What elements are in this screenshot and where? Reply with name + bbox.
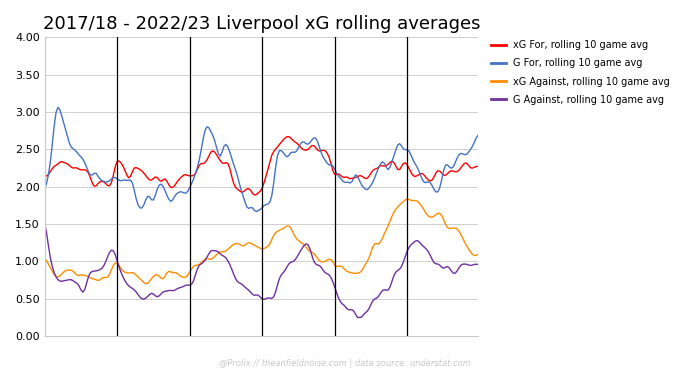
G For, rolling 10 game avg [151,193,159,198]
G For, rolling 10 game avg [415,169,423,173]
xG For, rolling 10 game avg [149,176,157,181]
G Against, rolling 10 game avg [149,292,157,296]
G Against, rolling 10 game avg [151,294,159,298]
G Against, rolling 10 game avg [413,238,421,243]
xG Against, rolling 10 game avg [323,258,331,262]
xG For, rolling 10 game avg [41,174,49,178]
G For, rolling 10 game avg [54,105,62,109]
Line: G For, rolling 10 game avg: G For, rolling 10 game avg [45,107,478,212]
xG Against, rolling 10 game avg [41,256,49,261]
xG For, rolling 10 game avg [250,193,259,197]
G Against, rolling 10 game avg [353,315,362,320]
xG Against, rolling 10 game avg [384,223,393,228]
G Against, rolling 10 game avg [41,221,49,226]
xG Against, rolling 10 game avg [151,273,159,278]
G For, rolling 10 game avg [153,187,161,192]
xG Against, rolling 10 game avg [365,255,373,260]
G For, rolling 10 game avg [325,163,333,167]
G For, rolling 10 game avg [253,209,261,214]
xG For, rolling 10 game avg [415,173,423,177]
xG Against, rolling 10 game avg [474,252,482,257]
xG For, rolling 10 game avg [325,155,333,159]
xG For, rolling 10 game avg [474,164,482,169]
xG Against, rolling 10 game avg [415,200,423,205]
Line: xG Against, rolling 10 game avg: xG Against, rolling 10 game avg [45,199,478,284]
G Against, rolling 10 game avg [365,306,373,311]
G For, rolling 10 game avg [41,186,49,191]
Line: G Against, rolling 10 game avg: G Against, rolling 10 game avg [45,224,478,317]
xG Against, rolling 10 game avg [141,282,150,286]
G For, rolling 10 game avg [386,165,394,169]
Line: xG For, rolling 10 game avg: xG For, rolling 10 game avg [45,137,478,195]
G Against, rolling 10 game avg [474,262,482,267]
xG For, rolling 10 game avg [367,171,375,175]
G Against, rolling 10 game avg [384,288,393,292]
xG Against, rolling 10 game avg [403,197,411,201]
Text: @Prolix // theanfieldnoise.com | data source: understat.com: @Prolix // theanfieldnoise.com | data so… [219,359,471,368]
xG For, rolling 10 game avg [151,175,159,179]
Title: 2017/18 - 2022/23 Liverpool xG rolling averages: 2017/18 - 2022/23 Liverpool xG rolling a… [43,15,480,33]
xG Against, rolling 10 game avg [153,273,161,277]
G For, rolling 10 game avg [474,133,482,138]
G Against, rolling 10 game avg [321,270,329,275]
xG For, rolling 10 game avg [386,160,394,164]
G For, rolling 10 game avg [367,183,375,187]
Legend: xG For, rolling 10 game avg, G For, rolling 10 game avg, xG Against, rolling 10 : xG For, rolling 10 game avg, G For, roll… [487,36,674,109]
xG For, rolling 10 game avg [285,134,293,139]
